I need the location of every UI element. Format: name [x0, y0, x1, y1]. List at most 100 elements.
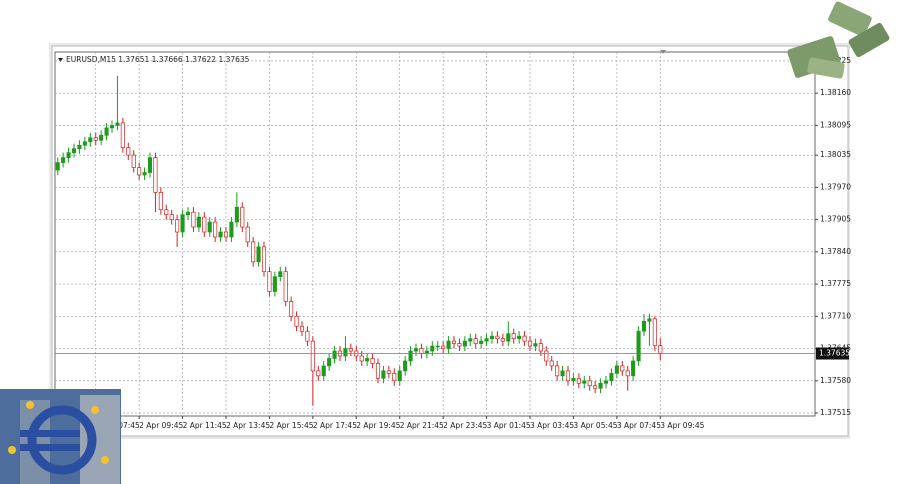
candle-body	[603, 380, 609, 384]
candle-body	[365, 358, 370, 362]
candle-body	[435, 345, 440, 348]
candle-body	[316, 370, 321, 377]
x-tick-label: 3 Apr 01:45	[487, 421, 531, 430]
candle-body	[175, 219, 180, 233]
candle-body	[500, 338, 505, 342]
euro-decoration	[0, 389, 121, 484]
money-decoration	[787, 1, 890, 79]
candle-body	[538, 343, 543, 352]
candle-body	[527, 340, 533, 347]
candle-body	[88, 137, 93, 143]
candle-body	[272, 276, 277, 292]
candle-body	[484, 338, 489, 342]
candle-body	[142, 172, 147, 176]
candle-body	[652, 318, 657, 346]
candle-body	[251, 241, 256, 263]
candle-body	[397, 370, 402, 382]
candle-body	[115, 122, 120, 126]
candle-body	[582, 380, 587, 384]
candle-body	[598, 382, 603, 389]
candle-body	[381, 370, 386, 379]
x-tick-label: 3 Apr 03:45	[530, 421, 574, 430]
candle-body	[446, 340, 451, 349]
candle-body	[321, 365, 326, 377]
y-tick-label: 1.37905	[820, 215, 851, 224]
candle-body	[348, 348, 353, 352]
candle-body	[555, 365, 560, 377]
candle-body	[164, 209, 169, 216]
menu-arrow	[58, 58, 63, 62]
y-tick-label: 1.38095	[820, 120, 851, 129]
candle-body	[147, 157, 153, 173]
y-tick-label: 1.37840	[820, 247, 851, 256]
candle-body	[234, 206, 239, 223]
plot-frame	[54, 51, 816, 417]
candle-body	[495, 335, 500, 339]
y-tick-label: 1.37775	[820, 279, 851, 288]
candle-body	[294, 315, 299, 327]
candle-body	[283, 271, 288, 302]
candle-body	[126, 147, 131, 156]
candle-body	[593, 385, 598, 389]
candle-body	[625, 370, 630, 377]
candle-body	[99, 134, 104, 141]
candle-body	[169, 214, 174, 220]
candle-body	[620, 365, 625, 372]
candle-body	[256, 246, 261, 263]
candle-body	[413, 348, 419, 352]
candle-body	[104, 127, 109, 136]
candle-body	[408, 350, 413, 362]
candle-body	[213, 221, 218, 238]
candle-body	[131, 154, 136, 168]
candle-body	[158, 191, 163, 211]
candle-body	[93, 137, 98, 141]
candle-body	[191, 211, 196, 228]
y-tick-label: 1.37970	[820, 182, 851, 191]
x-tick-label: 2 Apr 23:45	[443, 421, 487, 430]
y-tick-label: 1.37515	[820, 408, 851, 417]
candle-body	[196, 216, 201, 228]
candle-body	[571, 377, 576, 382]
candle-body	[137, 167, 142, 176]
candle-body	[631, 360, 636, 377]
candle-body	[386, 370, 391, 374]
candle-body	[185, 211, 191, 216]
candle-body	[506, 333, 511, 342]
candle-body	[517, 335, 522, 339]
candle-body	[587, 380, 592, 387]
price-label-box	[816, 347, 849, 360]
candle-body	[202, 216, 207, 233]
candle-body	[77, 144, 82, 150]
y-tick-label: 1.38160	[820, 88, 851, 97]
candle-body	[468, 338, 473, 342]
candle-body	[647, 318, 652, 322]
x-tick-label: 3 Apr 07:45	[617, 421, 661, 430]
candle-body	[609, 373, 614, 382]
x-tick-label: 2 Apr 21:45	[400, 421, 444, 430]
candle-body	[223, 231, 229, 238]
candle-body	[218, 231, 223, 238]
candle-body	[522, 335, 527, 342]
candle-body	[261, 246, 267, 273]
candle-body	[370, 358, 375, 364]
candle-body	[419, 348, 424, 354]
candle-body	[489, 335, 495, 339]
x-tick-label: 2 Apr 15:45	[269, 421, 313, 430]
candle-body	[55, 162, 60, 171]
candle-body	[462, 340, 467, 347]
candle-body	[120, 122, 125, 149]
candle-body	[533, 343, 538, 347]
x-tick-label: 3 Apr 05:45	[573, 421, 617, 430]
x-tick-label: 2 Apr 19:45	[356, 421, 400, 430]
candle-body	[278, 271, 283, 277]
candle-body	[71, 148, 77, 154]
candle-body	[240, 206, 245, 228]
y-tick-label: 1.37710	[820, 311, 851, 320]
candle-body	[636, 330, 641, 362]
x-tick-label: 2 Apr 17:45	[313, 421, 357, 430]
candle-body	[658, 345, 663, 354]
candle-body	[82, 141, 87, 146]
candle-body	[305, 330, 310, 342]
candle-body	[327, 358, 332, 367]
